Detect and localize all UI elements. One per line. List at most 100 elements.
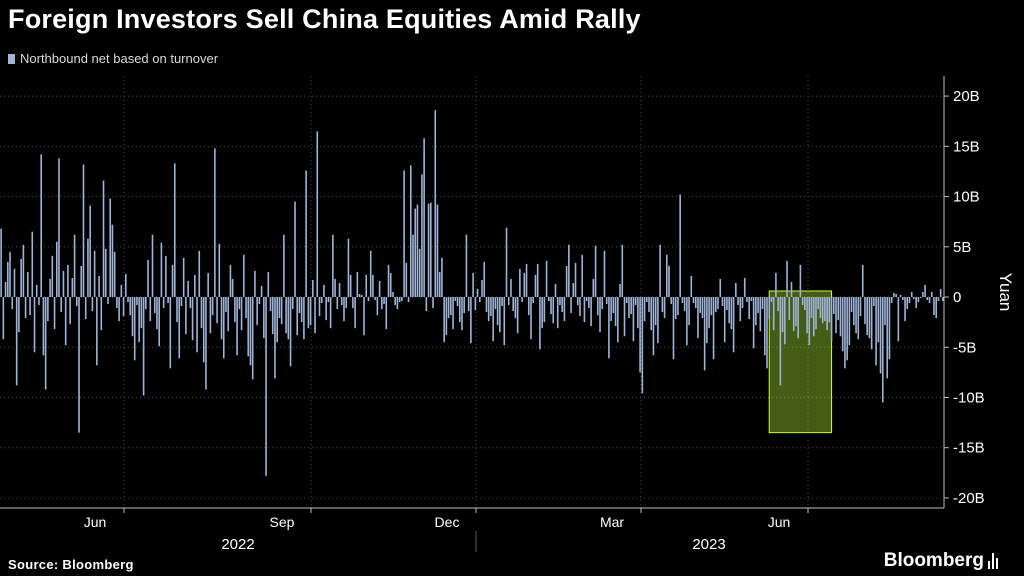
bar — [474, 297, 477, 311]
bar — [634, 297, 637, 306]
bar — [62, 270, 65, 298]
bar — [452, 297, 454, 330]
bar — [222, 297, 225, 359]
bar — [572, 282, 575, 298]
bar — [414, 208, 417, 298]
bar — [763, 297, 766, 356]
bar — [345, 297, 348, 309]
bar — [545, 260, 548, 298]
bar — [107, 297, 109, 305]
bar — [291, 297, 294, 310]
bar — [750, 297, 753, 302]
bar — [58, 158, 60, 298]
bar — [928, 297, 931, 304]
bar — [605, 297, 608, 305]
bloomberg-bars-icon — [988, 553, 998, 569]
bar — [919, 297, 922, 299]
bar — [256, 297, 258, 326]
bar — [853, 297, 855, 326]
bar — [648, 297, 650, 313]
y-tick-label: 10B — [953, 189, 980, 206]
bar — [214, 148, 216, 298]
bar — [160, 242, 163, 298]
bar — [875, 297, 877, 366]
bar — [349, 274, 352, 298]
bar — [906, 297, 909, 310]
bar — [565, 265, 568, 298]
bar — [320, 297, 323, 304]
bar — [839, 297, 842, 337]
bar — [855, 297, 857, 334]
bar — [810, 297, 813, 319]
bar — [220, 297, 223, 340]
bar — [663, 297, 666, 319]
bar — [884, 297, 886, 326]
bar — [666, 254, 668, 298]
bar — [347, 238, 350, 298]
bar — [18, 297, 20, 333]
bar — [140, 297, 143, 329]
bar — [234, 297, 236, 323]
bar — [209, 297, 212, 334]
bar — [915, 297, 917, 309]
bar — [674, 297, 677, 320]
bar — [436, 204, 439, 298]
bar — [808, 297, 811, 346]
y-axis-label: Yuan — [996, 273, 1015, 312]
bar — [510, 278, 512, 298]
bar — [434, 110, 437, 298]
bar — [142, 297, 145, 396]
bar — [285, 297, 287, 334]
bar — [817, 297, 820, 310]
bar — [819, 297, 822, 319]
bar — [454, 297, 457, 302]
bar — [536, 263, 539, 298]
bar — [786, 260, 788, 298]
bar — [779, 297, 782, 386]
bar — [654, 297, 657, 326]
bar — [111, 224, 114, 298]
bar — [418, 248, 421, 298]
bar — [525, 263, 528, 298]
bar — [389, 272, 392, 298]
bar — [926, 297, 929, 301]
bar — [621, 244, 624, 298]
bar — [430, 202, 432, 298]
bar — [799, 264, 802, 298]
bar — [47, 297, 49, 322]
bar — [623, 297, 626, 337]
bar — [29, 297, 31, 316]
bar — [153, 297, 156, 314]
bar — [543, 297, 546, 323]
bar — [176, 297, 178, 323]
bar — [487, 297, 490, 322]
bar — [100, 297, 103, 331]
bar — [276, 297, 278, 343]
bar — [788, 297, 791, 321]
bar — [269, 297, 272, 312]
bar — [917, 297, 920, 303]
bar — [258, 297, 261, 305]
bar — [421, 174, 423, 298]
bar — [182, 257, 185, 298]
bar — [33, 297, 36, 353]
bar — [608, 297, 610, 359]
bar — [67, 264, 69, 298]
bar — [463, 297, 466, 314]
bar — [240, 297, 243, 331]
bar — [383, 297, 385, 305]
bar — [365, 274, 368, 298]
bar — [398, 297, 401, 303]
bar — [200, 297, 203, 329]
bar — [22, 244, 25, 298]
bar — [329, 297, 332, 329]
bar — [672, 297, 675, 360]
bar — [652, 297, 655, 356]
bar — [405, 262, 408, 298]
bar — [294, 201, 296, 298]
bar — [723, 297, 726, 343]
bar — [792, 297, 795, 332]
bar — [6, 261, 9, 298]
y-tick-label: 0 — [953, 289, 961, 306]
bar — [581, 254, 584, 298]
